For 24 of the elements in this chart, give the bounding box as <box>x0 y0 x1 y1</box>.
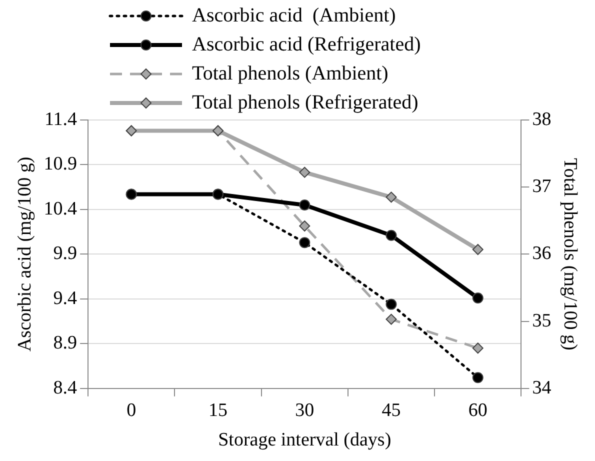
x-tick-label: 30 <box>295 400 314 421</box>
legend-label: Ascorbic acid (Ambient) <box>192 4 396 26</box>
y-tick-label: 10.4 <box>44 198 78 220</box>
y-tick-label: 9.4 <box>53 288 78 309</box>
x-tick-label: 45 <box>382 400 401 421</box>
x-tick-label: 0 <box>126 400 136 421</box>
y2-tick-label: 35 <box>532 310 552 332</box>
legend-label: Total phenols (Refrigerated) <box>192 91 418 114</box>
y-tick-label: 8.4 <box>53 377 78 398</box>
x-axis-title: Storage interval (days) <box>218 430 392 451</box>
legend-label: Total phenols (Ambient) <box>192 62 388 84</box>
y2-tick-label: 37 <box>532 176 552 198</box>
x-tick-label: 60 <box>468 400 488 421</box>
y2-tick-label: 34 <box>532 377 552 398</box>
legend-label: Ascorbic acid (Refrigerated) <box>192 33 421 56</box>
y2-axis-title: Total phenols (mg/100 g) <box>560 158 581 350</box>
x-tick-label: 15 <box>208 400 228 421</box>
y-tick-label: 9.9 <box>53 243 78 264</box>
y-tick-label: 8.9 <box>53 332 78 354</box>
y2-tick-label: 38 <box>532 108 552 130</box>
y2-tick-label: 36 <box>532 243 552 264</box>
y-tick-label: 11.4 <box>44 108 78 130</box>
y-tick-label: 10.9 <box>44 154 78 175</box>
y-axis-title: Ascorbic acid (mg/100 g) <box>14 156 36 352</box>
